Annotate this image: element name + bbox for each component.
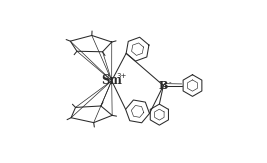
Text: B: B	[159, 80, 168, 91]
Text: -: -	[169, 79, 171, 85]
Text: 3+: 3+	[116, 73, 127, 79]
Text: Sm: Sm	[101, 74, 122, 87]
